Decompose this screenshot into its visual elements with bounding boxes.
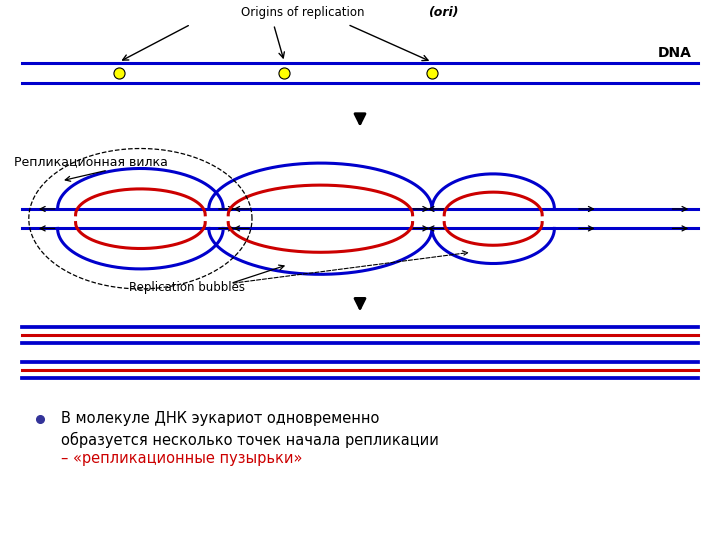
Text: образуется несколько точек начала репликации: образуется несколько точек начала реплик… [61, 432, 439, 448]
Text: В молекуле ДНК эукариот одновременно: В молекуле ДНК эукариот одновременно [61, 411, 379, 426]
Text: (ori): (ori) [428, 6, 459, 19]
Text: Origins of replication: Origins of replication [240, 6, 364, 19]
Text: – «репликационные пузырьки»: – «репликационные пузырьки» [61, 451, 302, 467]
Text: DNA: DNA [657, 46, 691, 60]
Text: Replication bubbles: Replication bubbles [129, 281, 246, 294]
Text: Репликационная вилка: Репликационная вилка [14, 156, 168, 168]
